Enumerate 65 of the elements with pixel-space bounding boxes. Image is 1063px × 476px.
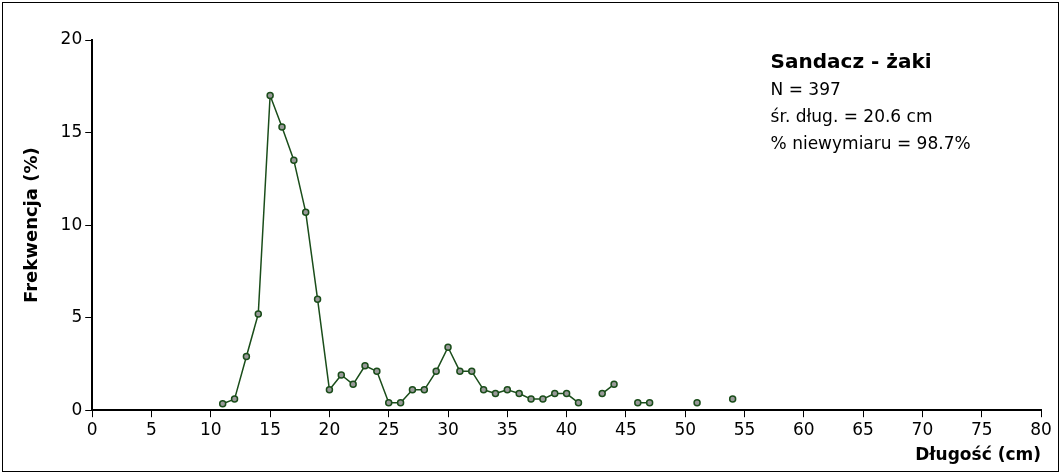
point (278, 123, 286, 131)
y-axis-title: Frekwencja (%) (20, 147, 42, 303)
x-tick-label: 60 (792, 418, 815, 439)
point (396, 399, 405, 407)
point (574, 399, 583, 407)
x-tick-label: 20 (318, 418, 341, 439)
x-tick-label: 50 (674, 418, 697, 439)
point (432, 367, 440, 376)
y-tick-label: 0 (71, 398, 83, 419)
point (479, 386, 488, 394)
x-tick-label: 10 (200, 418, 222, 439)
point (693, 399, 701, 407)
point (610, 380, 618, 389)
y-tick-label: 10 (60, 213, 83, 234)
point (503, 386, 512, 394)
point (242, 352, 251, 361)
point (598, 389, 606, 398)
x-tick-label: 55 (733, 418, 756, 439)
point (491, 389, 500, 398)
point (515, 389, 523, 398)
y-tick-label: 5 (71, 306, 83, 327)
x-tick-label: 65 (852, 418, 874, 439)
point (230, 395, 239, 403)
point (254, 310, 263, 318)
point (290, 156, 298, 165)
x-tick-label: 15 (259, 418, 281, 439)
x-tick-label: 80 (1030, 418, 1052, 439)
x-tick-label: 30 (437, 418, 459, 439)
y-tick-label: 20 (60, 28, 83, 49)
x-tick-label: 0 (86, 418, 98, 439)
x-tick-label: 40 (555, 418, 578, 439)
point (218, 399, 227, 408)
point (361, 362, 369, 370)
x-tick-label: 70 (911, 418, 934, 439)
point (325, 386, 334, 394)
point (467, 367, 476, 376)
point (408, 386, 417, 394)
point (645, 399, 654, 407)
x-tick-label: 25 (377, 418, 400, 439)
point (337, 371, 346, 379)
x-tick-label: 75 (970, 418, 993, 439)
point (728, 395, 737, 403)
point (349, 380, 357, 389)
point (420, 386, 429, 394)
point (562, 389, 571, 398)
x-tick-label: 35 (496, 418, 519, 439)
x-axis-title: Długość (cm) (915, 444, 1041, 465)
annotation: śr. dług. = 20.6 cm (770, 106, 933, 126)
point (539, 395, 547, 403)
point (551, 389, 559, 398)
point (301, 208, 310, 216)
point (456, 367, 464, 376)
annotation: N = 397 (770, 79, 841, 99)
point (634, 399, 642, 407)
y-tick-label: 15 (60, 120, 83, 141)
point (444, 343, 452, 352)
point (384, 399, 393, 407)
point (373, 367, 381, 376)
x-tick-label: 5 (146, 418, 157, 439)
point (527, 395, 535, 403)
text: Sandacz - żaki (770, 49, 932, 73)
point (313, 295, 322, 303)
annotation: % niewymiaru = 98.7% (770, 133, 971, 153)
x-tick-label: 45 (615, 418, 637, 439)
point (266, 91, 274, 100)
